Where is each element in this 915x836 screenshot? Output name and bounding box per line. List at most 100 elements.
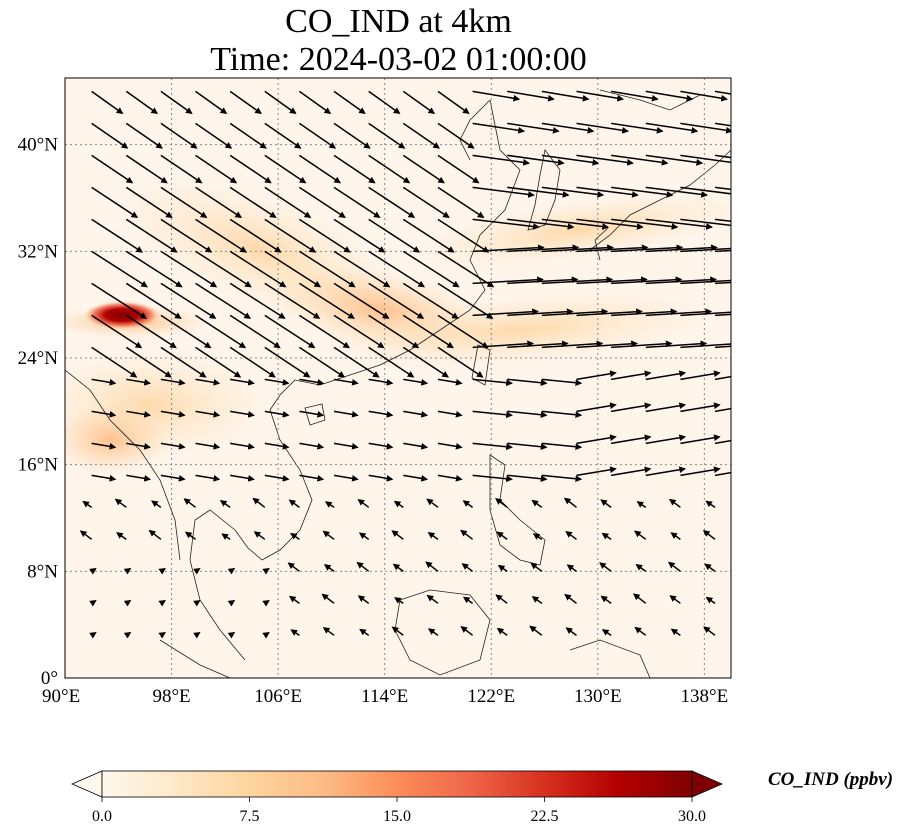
wind-vector: [472, 340, 535, 349]
wind-vector: [634, 530, 647, 540]
wind-vector: [125, 218, 178, 253]
wind-vector: [368, 186, 416, 219]
wind-vector: [541, 442, 583, 451]
wind-vector: [472, 378, 513, 387]
wind-vector: [230, 410, 255, 418]
wind-vector: [610, 466, 652, 477]
wind-vector: [611, 218, 679, 230]
wind-vector: [333, 410, 359, 418]
wind-vector: [333, 218, 386, 253]
wind-vector: [680, 311, 731, 317]
wind-vector: [507, 378, 548, 387]
wind-vector: [160, 314, 212, 349]
wind-vector: [496, 531, 508, 540]
wind-vector: [437, 314, 489, 349]
wind-vector: [125, 314, 177, 349]
wind-vector: [403, 410, 429, 418]
wind-vector: [82, 500, 93, 508]
wind-vector: [227, 631, 236, 639]
wind-vector: [288, 499, 300, 508]
wind-vector: [125, 154, 168, 184]
wind-vector: [495, 498, 508, 508]
wind-vector: [576, 218, 644, 230]
wind-vector: [126, 474, 152, 482]
wind-vector: [229, 314, 281, 349]
colorbar-ticks: 0.0 7.5 15.0 22.5 30.0: [92, 797, 706, 825]
wind-vector: [91, 346, 138, 378]
wind-vector: [89, 599, 97, 607]
wind-vector: [125, 90, 159, 115]
wind-vector: [541, 218, 610, 230]
wind-vector: [333, 474, 359, 482]
wind-vector: [299, 410, 325, 418]
x-axis-ticks: 90°E 98°E 106°E 114°E 122°E 130°E 138°E: [42, 686, 728, 707]
wind-vector: [680, 90, 728, 102]
wind-vector: [565, 627, 577, 636]
wind-vector: [91, 378, 117, 386]
wind-vector: [541, 410, 583, 419]
wind-vector: [645, 218, 713, 230]
wind-vector: [645, 244, 718, 253]
wind-vector: [368, 442, 394, 450]
wind-vector: [634, 626, 647, 636]
wind-vector: [437, 122, 475, 149]
wind-vector: [299, 154, 342, 184]
wind-vector: [333, 90, 366, 115]
wind-vector: [287, 562, 300, 572]
wind-vector: [195, 186, 243, 219]
wind-vector: [714, 471, 731, 477]
wind-vector: [680, 402, 721, 413]
wind-vector: [610, 90, 659, 102]
wind-vector: [507, 308, 574, 317]
wind-vector: [714, 407, 731, 413]
wind-vector: [264, 474, 290, 482]
wind-vector: [160, 218, 213, 253]
wind-vector: [437, 474, 463, 482]
wind-vector: [333, 122, 371, 149]
colorbar-tick-label: 15.0: [383, 808, 411, 825]
wind-vector: [714, 375, 731, 381]
wind-vector: [702, 530, 716, 540]
wind-vector: [507, 218, 575, 230]
wind-vector: [472, 122, 526, 134]
wind-vector: [160, 154, 203, 184]
wind-vector: [632, 593, 647, 604]
wind-vector: [322, 626, 335, 636]
wind-vector: [600, 595, 612, 604]
wind-vector: [125, 346, 172, 378]
wind-vector: [299, 314, 351, 349]
wind-vector: [391, 626, 404, 636]
wind-vector: [219, 499, 231, 508]
wind-vector: [229, 154, 272, 184]
wind-vector: [541, 186, 605, 198]
wind-vector: [394, 597, 404, 604]
wind-vector: [610, 370, 652, 381]
wind-vector: [576, 154, 634, 166]
wind-vector: [425, 561, 439, 572]
wind-vector: [645, 308, 713, 317]
plume-hotspot: [84, 301, 160, 329]
wind-vector: [264, 154, 307, 184]
wind-vector: [299, 186, 346, 219]
wind-vector: [472, 244, 545, 253]
wind-vector: [600, 499, 612, 508]
wind-vector: [321, 593, 335, 604]
wind-vector: [116, 532, 127, 540]
y-tick-label: 32°N: [18, 241, 59, 262]
wind-vector: [680, 466, 721, 477]
wind-vector: [714, 439, 731, 445]
wind-vector: [333, 282, 390, 319]
wind-vector: [195, 90, 228, 115]
wind-vector: [645, 276, 718, 285]
x-tick-label: 130°E: [574, 686, 622, 707]
wind-vector: [680, 218, 731, 227]
wind-vector: [323, 564, 335, 572]
wind-vector: [299, 218, 351, 253]
wind-vector: [333, 346, 380, 378]
wind-vector: [576, 186, 639, 198]
wind-vector: [126, 442, 152, 450]
wind-vector: [402, 282, 459, 319]
wind-vector: [253, 531, 266, 540]
wind-vector: [645, 402, 687, 413]
